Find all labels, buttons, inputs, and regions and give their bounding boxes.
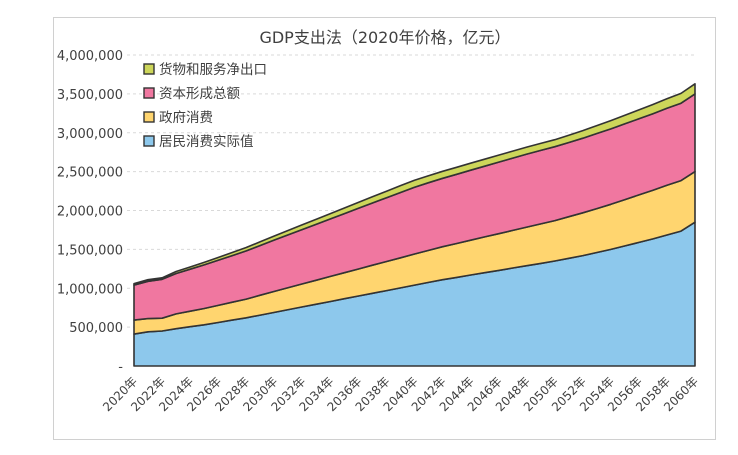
legend-item: 货物和服务净出口 bbox=[143, 61, 267, 78]
legend-item: 资本形成总额 bbox=[143, 86, 240, 102]
y-tick-label: 1,000,000 bbox=[57, 282, 123, 297]
y-tick-label: 1,500,000 bbox=[57, 243, 123, 258]
legend-label: 政府消费 bbox=[159, 110, 213, 126]
y-tick-label: 2,500,000 bbox=[57, 166, 123, 181]
y-tick-label: 500,000 bbox=[69, 321, 123, 336]
x-axis: 2020年2022年2024年2026年2028年2030年2032年2034年… bbox=[100, 374, 701, 414]
legend-label: 资本形成总额 bbox=[159, 86, 240, 102]
legend-swatch bbox=[143, 63, 155, 75]
chart-title: GDP支出法（2020年价格，亿元） bbox=[259, 28, 510, 47]
legend-swatch bbox=[143, 135, 155, 147]
legend-swatch bbox=[143, 111, 155, 123]
y-tick-label: 3,500,000 bbox=[57, 88, 123, 103]
legend-label: 居民消费实际值 bbox=[159, 134, 254, 150]
legend-swatch bbox=[143, 87, 155, 99]
y-tick-label: - bbox=[118, 360, 123, 375]
y-axis: - 500,000 1,000,000 1,500,000 2,000,000 2,500… bbox=[57, 49, 123, 375]
y-tick-label: 4,000,000 bbox=[57, 49, 123, 64]
area-series-3 bbox=[133, 83, 696, 286]
stacked-areas bbox=[133, 83, 696, 367]
legend-item: 居民消费实际值 bbox=[143, 134, 254, 150]
legend-label: 货物和服务净出口 bbox=[159, 61, 267, 78]
y-tick-label: 2,000,000 bbox=[57, 205, 123, 220]
y-tick-label: 3,000,000 bbox=[57, 127, 123, 142]
legend-item: 政府消费 bbox=[143, 110, 213, 126]
